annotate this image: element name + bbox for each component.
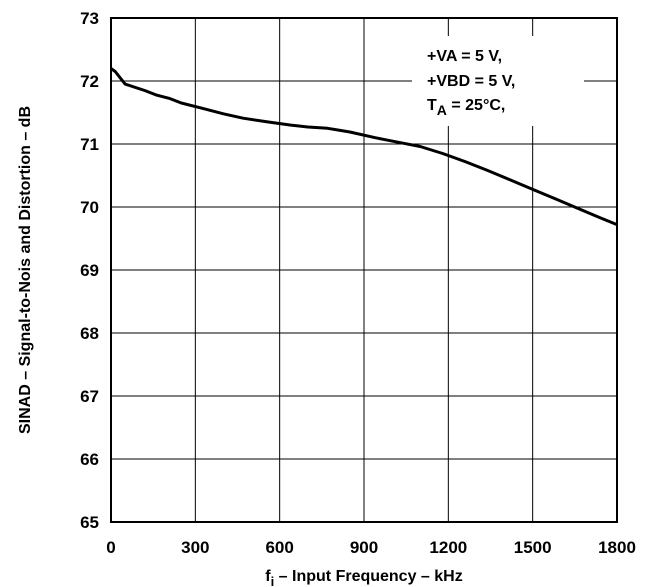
series-layer — [110, 67, 618, 226]
x-axis-label-sub: i — [271, 574, 275, 587]
x-tick-label: 600 — [265, 538, 293, 557]
x-tick-label: 1500 — [514, 538, 552, 557]
annotation-box — [412, 36, 584, 126]
y-tick-label: 70 — [80, 198, 99, 217]
series-line — [110, 67, 618, 226]
x-axis-label-rest: – Input Frequency – kHz — [274, 568, 462, 585]
y-tick-label: 73 — [80, 9, 99, 28]
y-tick-label: 65 — [80, 513, 99, 532]
x-tick-label: 1200 — [429, 538, 467, 557]
annotation-line-3: TA = 25°C, — [427, 97, 505, 118]
x-tick-label: 0 — [106, 538, 115, 557]
x-axis-label-main: f — [265, 568, 271, 585]
y-tick-label: 72 — [80, 72, 99, 91]
annotation-line-1: +VA = 5 V, — [427, 48, 502, 65]
plot-frame — [110, 17, 618, 523]
tick-labels: 0 300 600 900 1200 1500 1800 65 66 67 68 69 70 71 72 73 — [80, 9, 636, 557]
y-tick-label: 69 — [80, 261, 99, 280]
y-axis-label: SINAD – Signal-to-Nois and Distortion – … — [17, 106, 34, 434]
y-tick-label: 71 — [80, 135, 99, 154]
annotation-line-3-rest: = 25°C, — [447, 97, 505, 114]
annotation-line-3-sub: A — [437, 102, 447, 118]
annotation-line-3-main: T — [427, 97, 437, 114]
x-tick-label: 300 — [181, 538, 209, 557]
x-tick-label: 1800 — [598, 538, 636, 557]
y-tick-label: 68 — [80, 324, 99, 343]
annotation-line-2: +VBD = 5 V, — [427, 73, 515, 90]
y-tick-label: 67 — [80, 387, 99, 406]
y-tick-label: 66 — [80, 450, 99, 469]
x-tick-label: 900 — [350, 538, 378, 557]
x-axis-label: fi – Input Frequency – kHz — [265, 568, 462, 587]
